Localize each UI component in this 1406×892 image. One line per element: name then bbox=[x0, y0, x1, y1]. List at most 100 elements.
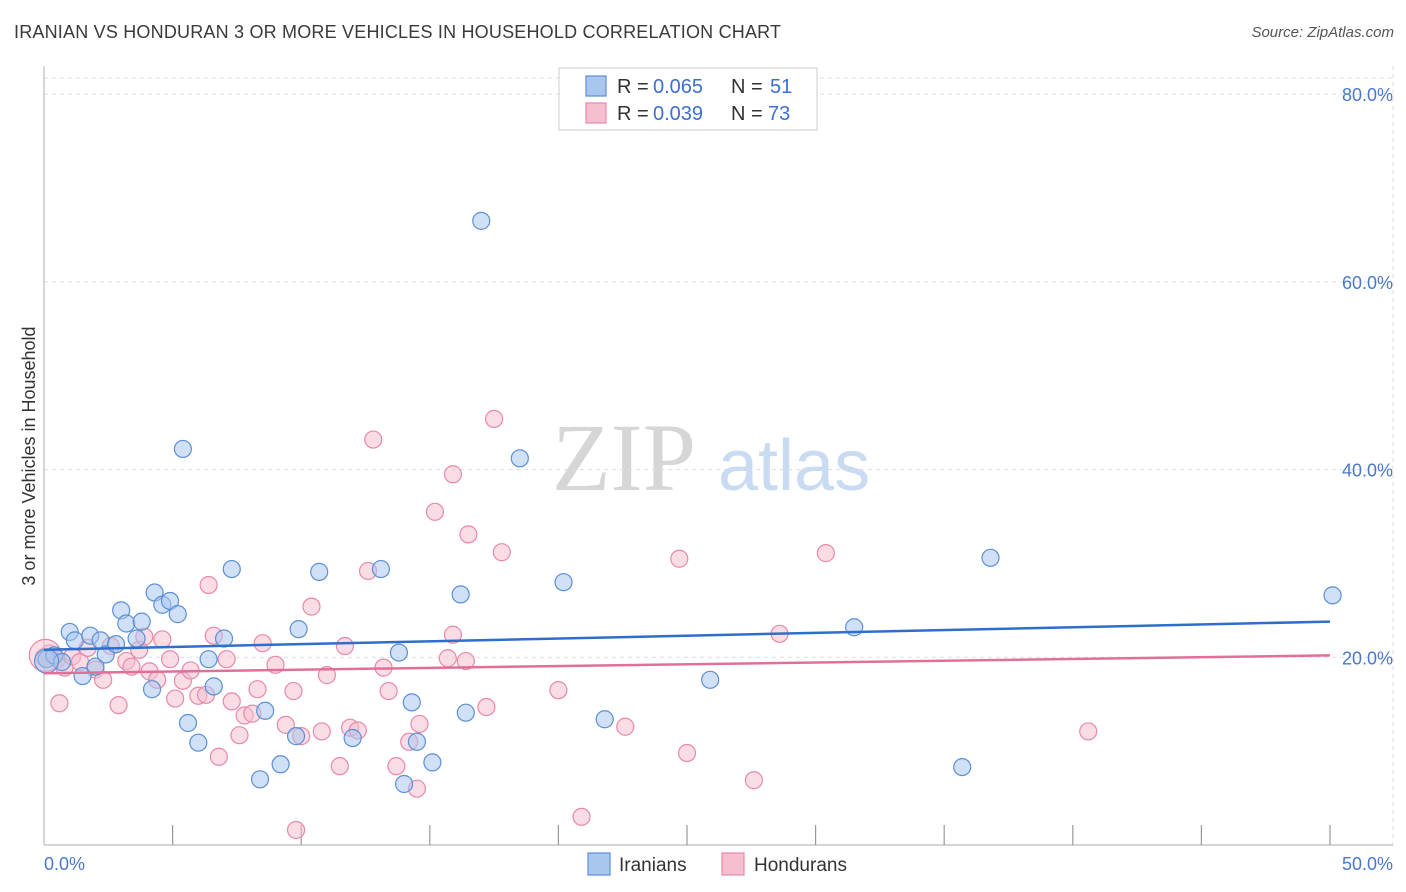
hondurans-point bbox=[410, 714, 429, 734]
trend-lines bbox=[43, 620, 1331, 675]
hondurans-point bbox=[443, 465, 463, 484]
hondurans-point bbox=[459, 525, 478, 544]
legend-n-label-hondurans: N = bbox=[731, 103, 763, 125]
watermark-atlas: atlas bbox=[718, 426, 870, 506]
y-axis-title: 3 or more Vehicles in Household bbox=[19, 326, 39, 585]
hondurans-point bbox=[199, 575, 218, 595]
hondurans-point bbox=[253, 634, 272, 653]
iranians-point bbox=[132, 612, 151, 631]
iranians-point bbox=[554, 573, 573, 592]
iranians-point bbox=[595, 710, 614, 729]
iranians-point bbox=[173, 439, 192, 459]
x-tick-label: 50.0% bbox=[1342, 854, 1393, 874]
legend-swatch-hondurans bbox=[585, 102, 607, 124]
iranians-trend-line bbox=[43, 620, 1331, 652]
y-tick-labels: 20.0% 40.0% 60.0% 80.0% bbox=[1342, 85, 1393, 668]
hondurans-point bbox=[286, 820, 306, 840]
iranians-point bbox=[472, 211, 491, 230]
hondurans-point bbox=[670, 549, 689, 568]
x-tick-label: 0.0% bbox=[44, 854, 85, 874]
bottom-legend: Iranians Hondurans bbox=[587, 852, 847, 876]
iranians-point bbox=[343, 728, 362, 748]
legend-r-value-hondurans: 0.039 bbox=[653, 103, 703, 125]
iranians-point bbox=[204, 677, 223, 696]
hondurans-point bbox=[166, 689, 185, 708]
iranians-point bbox=[701, 670, 720, 689]
watermark-zip: ZIP bbox=[552, 404, 696, 511]
hondurans-trend-line bbox=[43, 654, 1331, 675]
iranians-point bbox=[310, 562, 329, 581]
iranians-point bbox=[256, 701, 275, 720]
iranians-point bbox=[106, 635, 126, 654]
iranians-point bbox=[127, 629, 146, 648]
hondurans-point bbox=[616, 717, 635, 736]
hondurans-point bbox=[284, 681, 303, 701]
y-tick-label: 80.0% bbox=[1342, 85, 1393, 105]
hondurans-point bbox=[379, 681, 398, 701]
iranians-point bbox=[189, 733, 208, 752]
hondurans-point bbox=[330, 757, 349, 776]
iranians-point bbox=[33, 648, 60, 674]
y-tick-label: 60.0% bbox=[1342, 273, 1393, 293]
hondurans-point bbox=[744, 771, 763, 790]
hondurans-point bbox=[456, 651, 475, 671]
iranians-point bbox=[117, 614, 136, 633]
iranians-point bbox=[1323, 586, 1342, 605]
hondurans-point bbox=[317, 666, 337, 685]
hondurans-point bbox=[209, 747, 228, 766]
hondurans-point bbox=[572, 807, 591, 826]
hondurans-point bbox=[1079, 722, 1098, 741]
hondurans-point bbox=[153, 630, 172, 649]
iranians-point bbox=[953, 757, 972, 777]
chart-title: IRANIAN VS HONDURAN 3 OR MORE VEHICLES I… bbox=[14, 22, 782, 42]
hondurans-point bbox=[549, 681, 568, 700]
legend-r-label-hondurans: R = bbox=[617, 103, 649, 125]
iranians-point bbox=[65, 631, 84, 650]
legend-n-value-hondurans: 73 bbox=[768, 103, 790, 125]
hondurans-point bbox=[230, 726, 249, 745]
legend-r-label-iranians: R = bbox=[617, 76, 649, 98]
legend-box: R = 0.065 N = 51 R = 0.039 N = 73 bbox=[558, 67, 818, 131]
bottom-legend-label-iranians: Iranians bbox=[619, 855, 687, 876]
iranians-point bbox=[451, 585, 470, 604]
legend-n-value-iranians: 51 bbox=[770, 76, 792, 98]
iranians-point bbox=[423, 753, 442, 772]
hondurans-point bbox=[222, 692, 241, 711]
iranians-point bbox=[142, 680, 162, 699]
iranians-point bbox=[289, 620, 308, 639]
iranians-point bbox=[402, 693, 421, 712]
hondurans-point bbox=[312, 722, 331, 741]
legend-n-label-iranians: N = bbox=[731, 76, 763, 98]
iranians-point bbox=[510, 449, 529, 468]
hondurans-point bbox=[50, 694, 69, 713]
bottom-legend-label-hondurans: Hondurans bbox=[754, 855, 847, 876]
source-credit: Source: ZipAtlas.com bbox=[1251, 24, 1394, 41]
iranians-point bbox=[222, 559, 241, 579]
iranians-point bbox=[86, 657, 105, 676]
y-tick-label: 40.0% bbox=[1342, 461, 1393, 481]
watermark: ZIP atlas bbox=[552, 404, 870, 511]
iranians-point bbox=[168, 605, 187, 624]
hondurans-point bbox=[438, 649, 457, 668]
iranians-point bbox=[250, 770, 270, 789]
hondurans-point bbox=[387, 757, 406, 776]
hondurans-point bbox=[217, 650, 236, 669]
iranians-point bbox=[456, 703, 475, 722]
y-tick-label: 20.0% bbox=[1342, 648, 1393, 668]
hondurans-point bbox=[276, 715, 295, 734]
hondurans-point bbox=[485, 409, 504, 428]
hondurans-point bbox=[492, 543, 511, 562]
legend-swatch-iranians bbox=[585, 75, 607, 97]
hondurans-point bbox=[477, 697, 496, 717]
iranians-point bbox=[407, 732, 427, 751]
hondurans-point bbox=[160, 650, 180, 669]
bottom-legend-swatch-iranians bbox=[587, 852, 611, 876]
x-tick-labels: 0.0% 50.0% bbox=[44, 854, 1393, 874]
iranians-point bbox=[178, 713, 198, 733]
legend-r-value-iranians: 0.065 bbox=[653, 76, 703, 98]
iranians-point bbox=[981, 548, 1000, 567]
hondurans-point bbox=[425, 502, 445, 521]
iranians-point bbox=[371, 559, 391, 579]
hondurans-point bbox=[816, 544, 835, 563]
